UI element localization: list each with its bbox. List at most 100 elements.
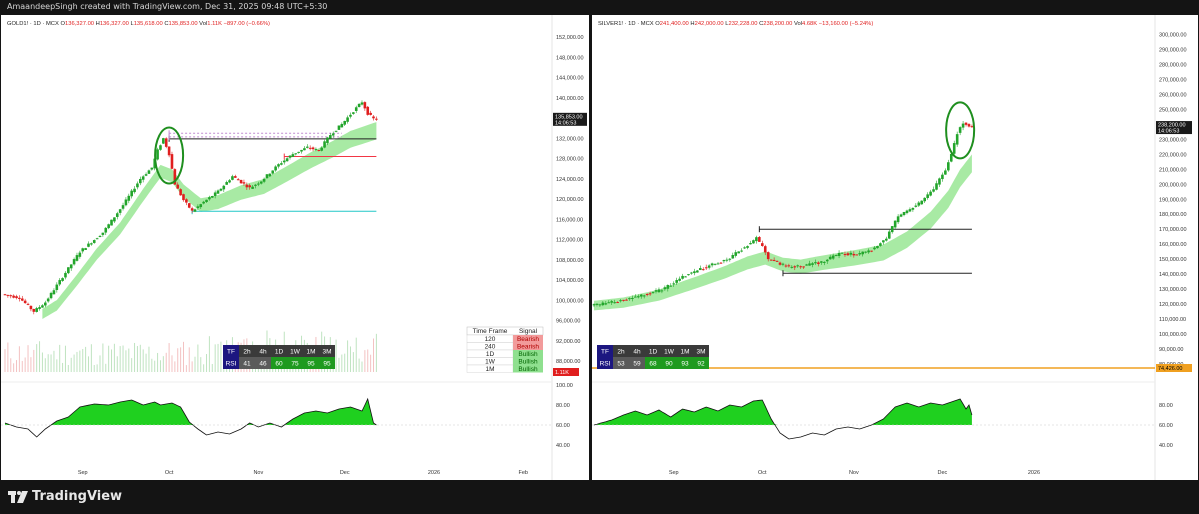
- candle-body: [282, 160, 286, 163]
- candle-body: [372, 116, 375, 119]
- candle-body: [349, 114, 352, 117]
- volume-bar: [50, 354, 52, 372]
- signal-header-tf: Time Frame: [473, 328, 508, 335]
- silver-chart[interactable]: 300,000.00 290,000.00 280,000.00 270,000.00…: [592, 15, 1198, 480]
- candle-body: [236, 179, 240, 181]
- candle-body: [716, 263, 720, 265]
- volume-bar: [220, 341, 222, 372]
- tradingview-logo[interactable]: TradingView: [8, 489, 122, 504]
- candle-body: [743, 247, 746, 249]
- candle-body: [29, 305, 33, 310]
- time-axis-label: Dec: [938, 470, 948, 476]
- legend-vol_l: Vol: [794, 21, 802, 27]
- gold-chart-panel[interactable]: 152,000.00 148,000.00 144,000.00 140,000.00…: [1, 15, 589, 480]
- volume-bar: [79, 350, 81, 372]
- volume-bar: [105, 363, 107, 372]
- volume-bar: [4, 349, 6, 372]
- volume-bar: [24, 357, 26, 372]
- candle-body: [228, 180, 231, 183]
- candle-body: [905, 210, 909, 214]
- price-tick-label: 148,000.00: [556, 55, 584, 61]
- silver-chart-panel[interactable]: 300,000.00 290,000.00 280,000.00 270,000.00…: [592, 15, 1198, 480]
- candle-body: [58, 280, 61, 285]
- candle-body: [115, 213, 119, 217]
- tf-label: 2h: [617, 349, 625, 356]
- signal-cell: [513, 357, 543, 365]
- signal-value: Bullish: [518, 351, 538, 358]
- candle-body: [923, 197, 926, 202]
- gold-chart[interactable]: 152,000.00 148,000.00 144,000.00 140,000.00…: [1, 15, 589, 480]
- volume-bar: [188, 347, 190, 372]
- candle-body: [136, 183, 139, 188]
- candle-body: [127, 195, 131, 201]
- candle-body: [858, 253, 862, 255]
- tf-cell: [287, 345, 303, 357]
- candle-body: [268, 173, 272, 177]
- price-tick-label: 110,000.00: [1159, 317, 1186, 323]
- candle-body: [660, 290, 664, 292]
- volume-bar: [13, 363, 15, 372]
- candle-body: [121, 205, 125, 209]
- volume-bar: [335, 339, 337, 372]
- volume-bar: [96, 364, 98, 372]
- price-tick-label: 104,000.00: [556, 278, 584, 284]
- price-tick-label: 180,000.00: [1159, 212, 1187, 218]
- tradingview-logo-text: TradingView: [32, 489, 123, 504]
- volume-bar: [82, 348, 84, 372]
- candle-body: [101, 232, 105, 235]
- rsi-header-label: RSI: [226, 361, 237, 368]
- volume-bar: [30, 357, 32, 372]
- candle-body: [666, 284, 670, 289]
- candle-body: [663, 287, 667, 290]
- tf-label: 1M: [306, 349, 315, 356]
- candle-body: [938, 178, 941, 185]
- candle-body: [366, 106, 370, 115]
- candle-body: [38, 307, 41, 309]
- candle-body: [92, 240, 96, 243]
- candle-body: [631, 297, 634, 299]
- candle-body: [920, 200, 924, 205]
- candle-body: [346, 117, 349, 122]
- legend-vol: 1.11K: [207, 21, 222, 27]
- candle-body: [911, 207, 915, 210]
- candle-body: [696, 270, 699, 273]
- legend-close: 238,200.00: [763, 21, 792, 27]
- candle-body: [176, 184, 180, 189]
- volume-bar: [194, 356, 196, 372]
- volume-bar: [59, 344, 61, 372]
- legend-change: −13,160.00 (−5.24%): [819, 21, 874, 27]
- time-axis-label: 2026: [428, 470, 440, 476]
- candle-body: [41, 305, 44, 308]
- candle-body: [216, 190, 220, 194]
- candle-body: [737, 251, 740, 254]
- volume-bar: [134, 342, 136, 372]
- candle-body: [164, 138, 168, 147]
- candle-body: [648, 293, 652, 295]
- candle-body: [257, 183, 260, 185]
- candle-body: [843, 254, 847, 256]
- candle-body: [704, 267, 708, 269]
- volume-bar: [171, 355, 173, 372]
- candle-body: [607, 302, 611, 304]
- candle-body: [896, 216, 900, 223]
- volume-bar: [358, 358, 360, 372]
- countdown-label: 14:06:53: [1158, 129, 1179, 135]
- rsi-value: 95: [323, 361, 331, 368]
- signal-tf: 120: [485, 336, 496, 343]
- candle-body: [113, 217, 116, 222]
- candle-body: [713, 263, 717, 265]
- candle-body: [259, 181, 263, 184]
- price-tick-label: 220,000.00: [1159, 152, 1187, 158]
- price-tick-label: 124,000.00: [556, 177, 584, 183]
- candle-body: [162, 138, 165, 144]
- rsi-value-cell: [271, 357, 287, 369]
- candle-body: [110, 219, 113, 226]
- legend-open_l: O: [655, 21, 660, 27]
- candle-body: [167, 146, 171, 156]
- volume-tag-label: 1.11K: [555, 370, 569, 376]
- candle-body: [657, 289, 661, 293]
- volume-bar: [93, 365, 95, 372]
- candle-body: [926, 194, 929, 199]
- tradingview-logo-icon: [8, 490, 28, 503]
- rsi-line: [593, 398, 973, 440]
